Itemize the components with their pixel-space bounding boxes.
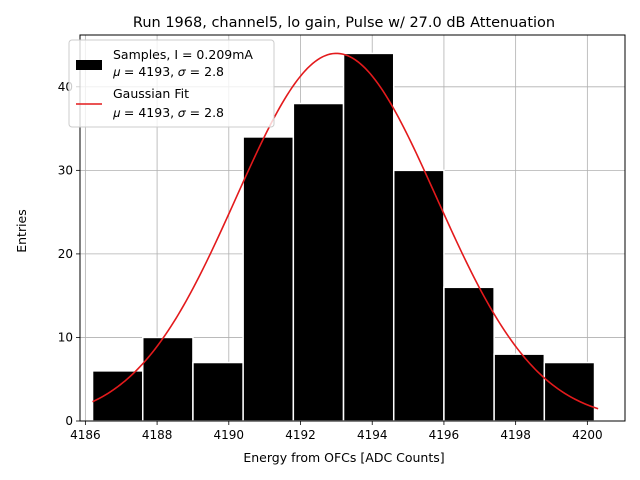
- legend-box: [68, 39, 275, 128]
- histogram-bar: [292, 102, 345, 422]
- axes-frame: [79, 34, 626, 422]
- histogram-bar: [91, 370, 144, 422]
- legend-fit-label: Gaussian Fit: [113, 86, 189, 101]
- legend-samples-label: Samples, I = 0.209mA: [113, 47, 253, 62]
- histogram-bar: [141, 336, 194, 422]
- x-tick-label: 4194: [357, 428, 388, 442]
- y-tick-label: 30: [58, 163, 73, 177]
- histogram-bar: [493, 353, 546, 422]
- x-tick-label: 4192: [285, 428, 316, 442]
- x-tick-label: 4196: [429, 428, 460, 442]
- x-tick-label: 4190: [214, 428, 245, 442]
- x-tick-label: 4188: [142, 428, 173, 442]
- histogram-bar: [242, 136, 295, 422]
- histogram-bars: [91, 52, 596, 422]
- gaussian-fit: [92, 52, 599, 410]
- x-axis-ticks: 4186 4188 4190 4192 4194 4196 4198 4200: [70, 421, 603, 442]
- legend-samples-swatch: [76, 60, 102, 70]
- x-axis-label: Energy from OFCs [ADC Counts]: [243, 450, 444, 465]
- y-tick-label: 20: [58, 247, 73, 261]
- x-tick-label: 4200: [572, 428, 603, 442]
- histogram-bar: [392, 169, 445, 422]
- histogram-bar: [192, 361, 244, 422]
- x-tick-label: 4198: [500, 428, 531, 442]
- legend-samples-params: 𝜇 = 4193, 𝜎 = 2.8: [113, 64, 224, 79]
- x-tick-label: 4186: [70, 428, 101, 442]
- chart-title: Run 1968, channel5, lo gain, Pulse w/ 27…: [133, 15, 555, 31]
- histogram-bar: [342, 52, 395, 422]
- y-axis-label: Entries: [14, 209, 29, 253]
- y-tick-label: 10: [58, 330, 73, 344]
- fit-curve: [92, 52, 599, 410]
- histogram-bar: [443, 286, 495, 422]
- legend: Samples, I = 0.209mA 𝜇 = 4193, 𝜎 = 2.8 G…: [68, 39, 275, 128]
- legend-fit-params: 𝜇 = 4193, 𝜎 = 2.8: [113, 105, 224, 120]
- y-tick-label: 0: [65, 414, 73, 428]
- histogram-bar: [543, 361, 596, 422]
